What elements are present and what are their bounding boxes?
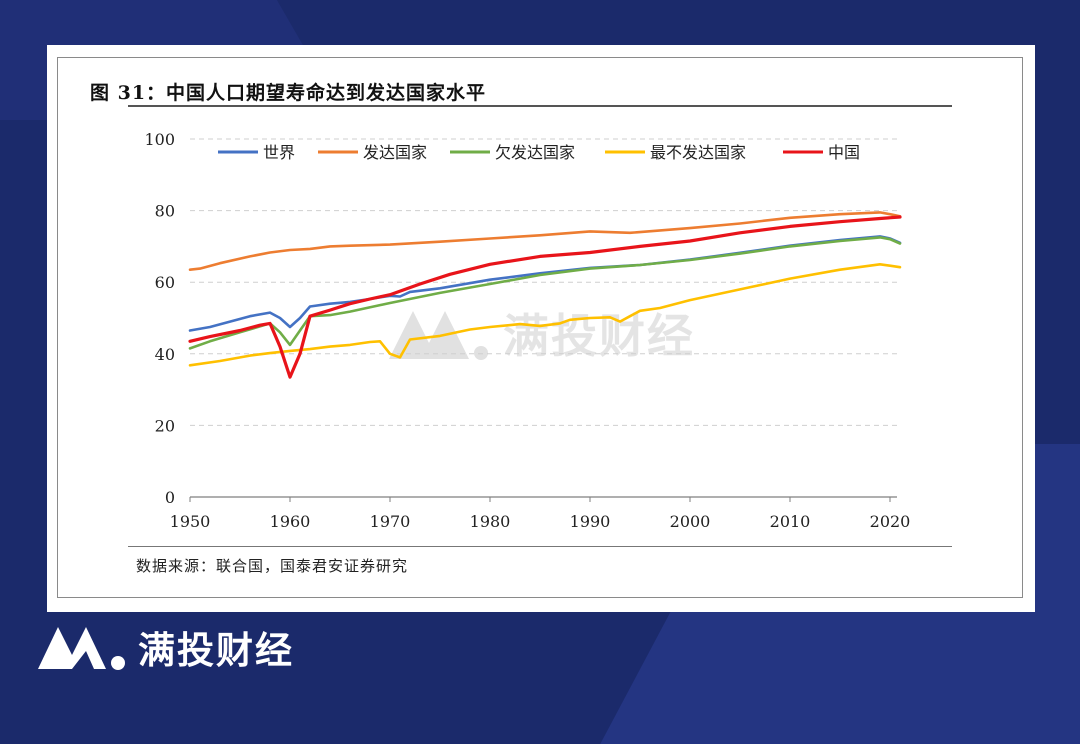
figure-frame bbox=[57, 57, 1023, 598]
gridlines bbox=[190, 138, 897, 426]
x-tick-label: 1990 bbox=[570, 512, 611, 531]
legend-label: 中国 bbox=[828, 143, 860, 162]
series-line-4 bbox=[188, 215, 902, 379]
x-tick-label: 2000 bbox=[670, 512, 711, 531]
y-tick-label: 80 bbox=[155, 202, 175, 221]
brand-footer: 满投财经 bbox=[36, 620, 294, 674]
axes: 0 20 40 60 80 100 1950 1960 1970 1980 1990 2000 2010… bbox=[144, 130, 910, 531]
series-line-3 bbox=[188, 263, 902, 367]
legend: 世界 发达国家 欠发达国家 最不发达国家 中国 bbox=[218, 143, 860, 162]
series-lines bbox=[188, 211, 902, 379]
brand-name: 满投财经 bbox=[138, 629, 294, 672]
legend-label: 欠发达国家 bbox=[495, 143, 575, 162]
series-line-1 bbox=[188, 211, 902, 271]
y-tick-label: 0 bbox=[165, 488, 175, 507]
x-tick-label: 1950 bbox=[170, 512, 211, 531]
legend-label: 世界 bbox=[263, 143, 295, 162]
y-tick-label: 40 bbox=[155, 345, 175, 364]
y-tick-label: 20 bbox=[155, 416, 175, 435]
x-tick-label: 2020 bbox=[870, 512, 911, 531]
legend-label: 最不发达国家 bbox=[650, 143, 746, 162]
figure-title: 图 31：中国人口期望寿命达到发达国家水平 bbox=[90, 82, 487, 104]
x-tick-label: 1960 bbox=[270, 512, 311, 531]
x-tick-label: 2010 bbox=[770, 512, 811, 531]
legend-label: 发达国家 bbox=[363, 143, 427, 162]
source-divider bbox=[128, 546, 952, 547]
y-tick-label: 60 bbox=[155, 273, 175, 292]
brand-logo-icon bbox=[38, 627, 125, 670]
life-expectancy-chart: 0 20 40 60 80 100 1950 1960 1970 1980 1990 2000 2010… bbox=[144, 130, 910, 531]
x-tick-label: 1970 bbox=[370, 512, 411, 531]
series-line-2 bbox=[188, 236, 902, 350]
title-divider bbox=[128, 105, 952, 107]
y-tick-label: 100 bbox=[144, 130, 175, 149]
data-source-note: 数据来源：联合国，国泰君安证券研究 bbox=[136, 557, 409, 575]
x-tick-label: 1980 bbox=[470, 512, 511, 531]
